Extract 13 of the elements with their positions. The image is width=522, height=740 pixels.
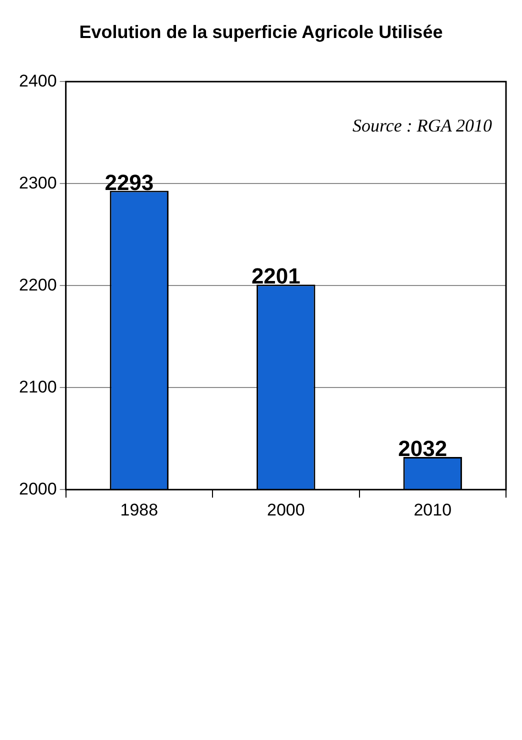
data-label: 2032 <box>398 436 448 462</box>
x-tick-label: 2000 <box>266 500 305 520</box>
chart-title: Evolution de la superficie Agricole Utilisée <box>79 22 443 42</box>
y-tick-label: 2200 <box>18 275 57 294</box>
data-label: 2293 <box>104 170 154 195</box>
y-tick-label: 2400 <box>18 71 57 90</box>
x-tick-label: 2010 <box>414 500 452 520</box>
annotation: Source : RGA 2010 <box>352 115 492 136</box>
x-tick-label: 1988 <box>120 500 158 520</box>
y-tick-label: 2300 <box>18 173 57 192</box>
data-label: 2201 <box>251 264 300 289</box>
y-tick-label: 2000 <box>18 479 57 498</box>
y-tick-label: 2100 <box>18 377 57 396</box>
